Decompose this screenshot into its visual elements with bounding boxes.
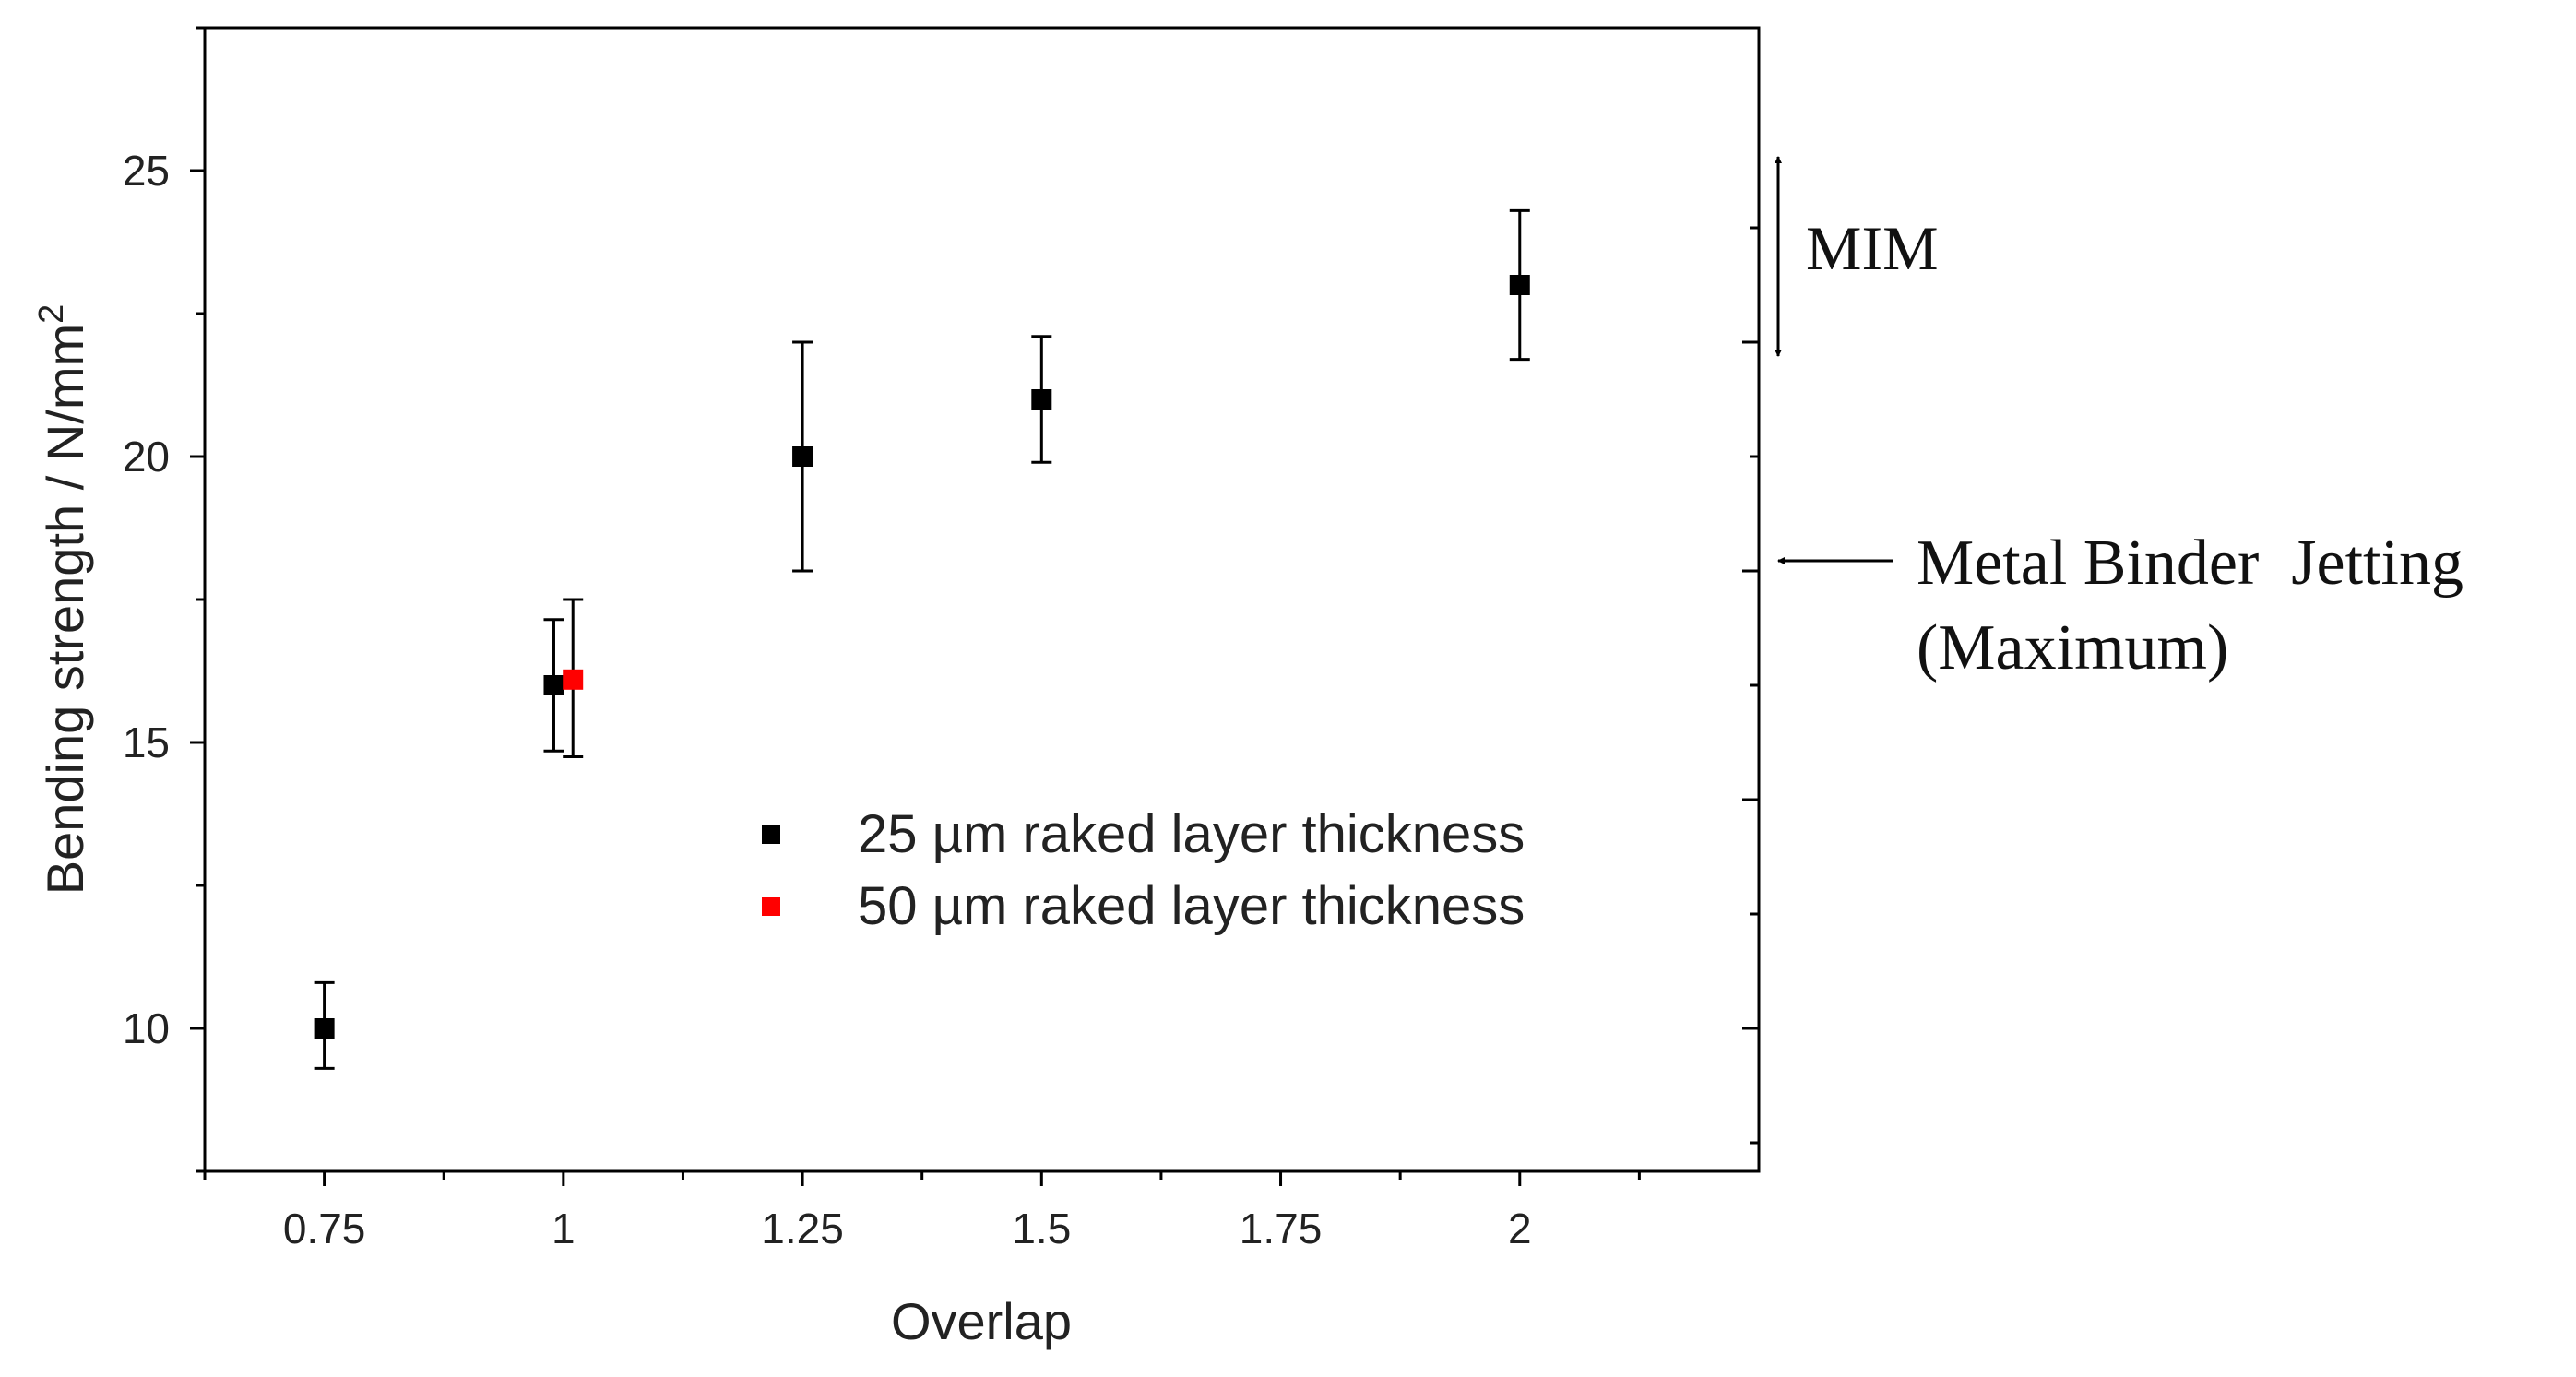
data-point-25um	[1509, 275, 1530, 295]
axis-tick-labels: 0.75 1 1.25 1.5 1.75 2 10 15 20 25	[123, 147, 1532, 1252]
binder-jetting-annotation: Metal Binder Jetting (Maximum)	[1777, 528, 2463, 683]
y-tick-label: 15	[123, 718, 170, 766]
data-point-25um	[1031, 389, 1052, 410]
x-axis-title: Overlap	[891, 1292, 1072, 1350]
data-point-25um	[792, 446, 813, 467]
mim-label: MIM	[1806, 213, 1939, 283]
y-axis-title-superscript: 2	[32, 304, 71, 324]
right-axis	[1742, 143, 1761, 1171]
binder-jetting-label: Metal Binder Jetting	[1917, 528, 2463, 599]
y-tick-label: 20	[123, 433, 170, 481]
x-tick-label: 2	[1508, 1205, 1532, 1252]
data-point-50um	[563, 669, 584, 690]
data-points	[314, 208, 1530, 1070]
data-point-25um	[543, 675, 564, 695]
y-axis-title-text: Bending strength / N/mm	[36, 324, 94, 895]
legend-label-25um: 25 µm raked layer thickness	[858, 804, 1525, 864]
binder-jetting-sublabel: (Maximum)	[1917, 612, 2228, 683]
mim-annotation: MIM	[1775, 156, 1939, 357]
legend-marker-25um	[762, 825, 780, 844]
y-axis-title: Bending strength / N/mm2	[32, 304, 94, 896]
legend-label-50um: 50 µm raked layer thickness	[858, 876, 1525, 936]
x-tick-label: 0.75	[283, 1205, 366, 1252]
axis-ticks	[190, 26, 1641, 1186]
x-tick-label: 1	[552, 1205, 576, 1252]
plot-frame	[203, 26, 1761, 1173]
legend-marker-50um	[762, 897, 780, 916]
y-tick-label: 25	[123, 147, 170, 195]
legend: 25 µm raked layer thickness 50 µm raked …	[762, 804, 1525, 936]
y-axis-title-group: Bending strength / N/mm2	[32, 304, 94, 896]
x-tick-label: 1.25	[761, 1205, 844, 1252]
y-tick-label: 10	[123, 1004, 170, 1052]
x-tick-label: 1.75	[1240, 1205, 1323, 1252]
data-point-25um	[314, 1018, 335, 1039]
x-tick-label: 1.5	[1012, 1205, 1071, 1252]
